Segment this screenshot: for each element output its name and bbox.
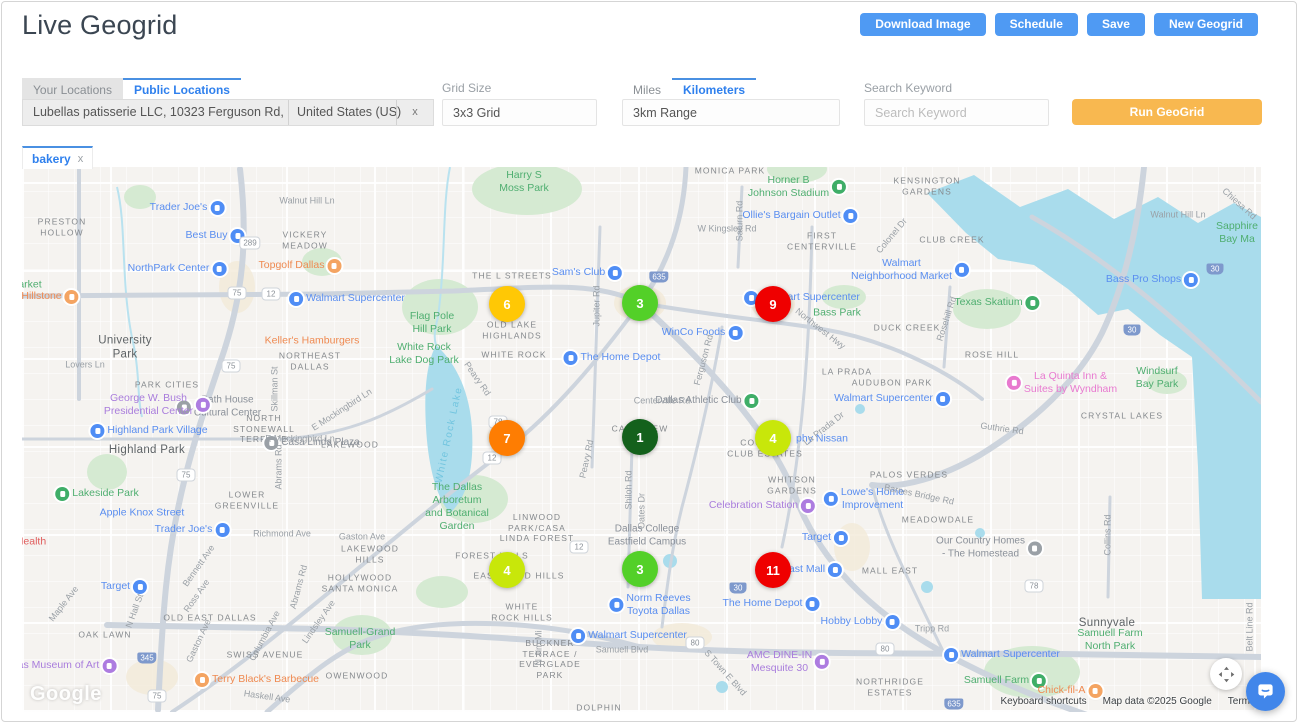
run-geogrid-button[interactable]: Run GeoGrid (1072, 99, 1262, 125)
map-attribution-item[interactable]: Map data ©2025 Google (1102, 696, 1212, 707)
search-keyword-label: Search Keyword (864, 81, 953, 95)
download-image-button[interactable]: Download Image (860, 13, 986, 36)
keyword-tag-close-icon[interactable]: x (77, 152, 84, 165)
geogrid-map[interactable]: PRESTON HOLLOW VICKERY MEADOW THE L STREET… (22, 167, 1261, 712)
pan-control-button[interactable] (1210, 658, 1242, 690)
search-keyword-input[interactable] (864, 99, 1049, 126)
page-title: Live Geogrid (22, 10, 178, 40)
chat-icon (1258, 684, 1273, 699)
google-logo: Google (30, 683, 102, 705)
country-select[interactable]: United States (US) (288, 100, 401, 125)
grid-size-label: Grid Size (442, 81, 492, 95)
schedule-button[interactable]: Schedule (994, 13, 1078, 36)
unit-tabs: Miles Kilometers (622, 78, 757, 101)
pan-arrows-icon (1218, 666, 1234, 682)
map-attribution-item[interactable]: Keyboard shortcuts (1000, 696, 1087, 707)
chat-bubble-button[interactable] (1246, 672, 1285, 711)
location-input-group: Lubellas patisserie LLC, 10323 Ferguson … (22, 99, 434, 126)
save-button[interactable]: Save (1086, 13, 1145, 36)
tab-miles[interactable]: Miles (633, 83, 662, 97)
header-actions: Download Image Schedule Save New Geogrid (860, 13, 1258, 36)
location-value[interactable]: Lubellas patisserie LLC, 10323 Ferguson … (33, 105, 288, 119)
tab-your-locations[interactable]: Your Locations (22, 78, 123, 101)
location-source-tabs: Your Locations Public Locations (22, 78, 241, 101)
keyword-tag-label: bakery (32, 151, 71, 166)
keyword-tag[interactable]: bakery x (22, 146, 94, 169)
map-base-art (22, 167, 1261, 712)
tab-kilometers[interactable]: Kilometers (672, 78, 757, 101)
tab-public-locations[interactable]: Public Locations (122, 78, 241, 101)
grid-size-input[interactable] (442, 99, 597, 126)
map-attribution: Keyboard shortcuts Map data ©2025 Google T… (1000, 696, 1255, 707)
remove-location-button[interactable]: x (396, 100, 433, 125)
map-attribution-item[interactable]: Terms (1227, 696, 1255, 707)
new-geogrid-button[interactable]: New Geogrid (1153, 13, 1258, 36)
range-input[interactable] (622, 99, 840, 126)
